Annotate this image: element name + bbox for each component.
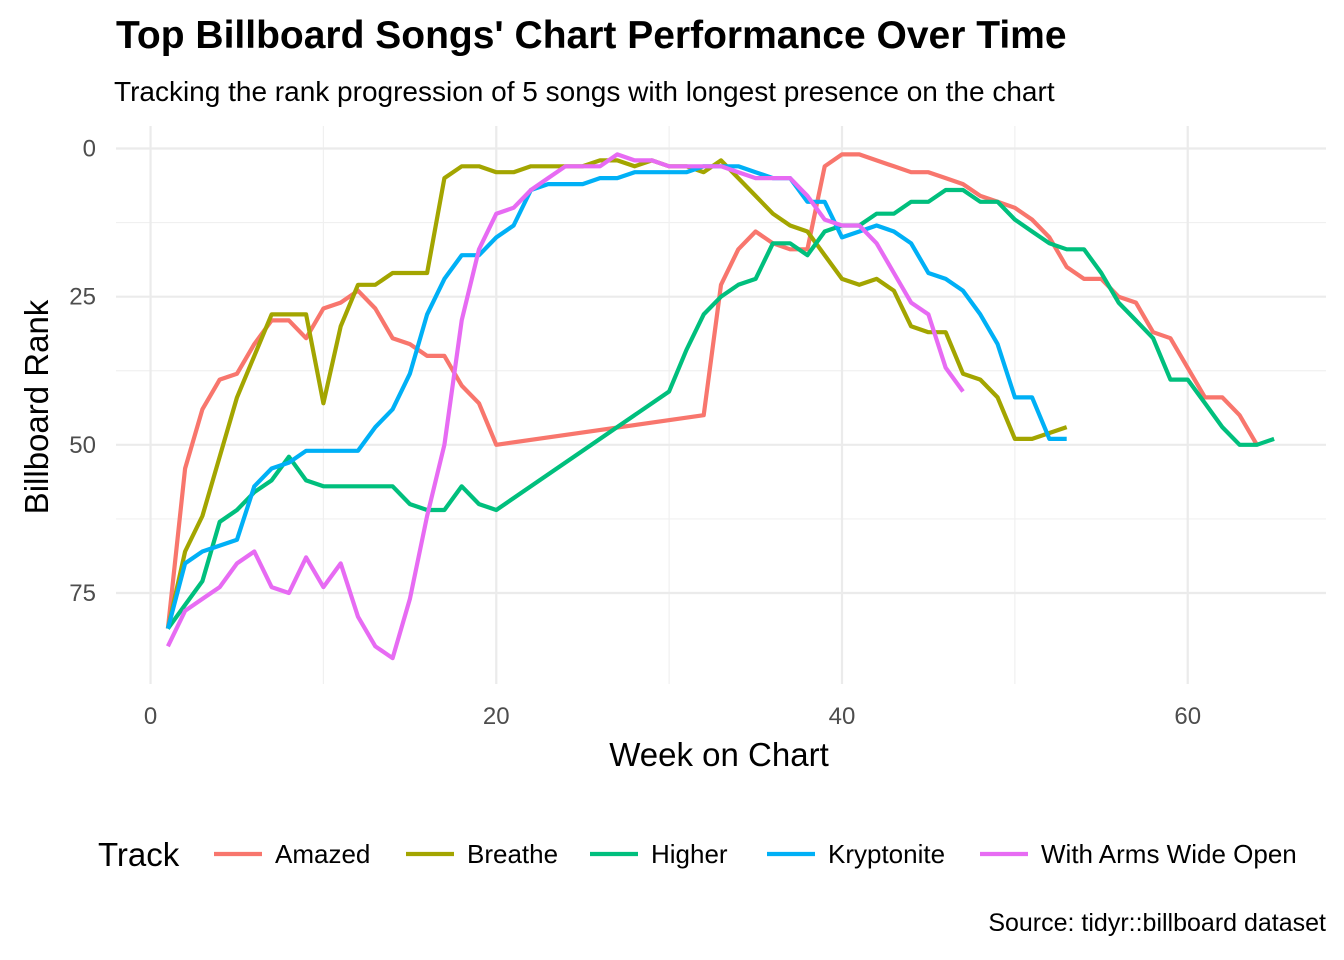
x-tick-label: 60 (1174, 703, 1201, 730)
legend-title: Track (98, 836, 180, 873)
legend: Track Amazed Breathe Higher Kryptonite With … (98, 836, 1297, 873)
y-tick-label: 0 (83, 136, 96, 163)
series-line-higher (166, 187, 1275, 630)
legend-label-with-arms-wide-open: With Arms Wide Open (1041, 839, 1297, 869)
axis-ticks: 0 20 40 60 0 25 50 75 (69, 136, 1201, 731)
legend-label-kryptonite: Kryptonite (828, 839, 945, 869)
major-gridlines (116, 126, 1326, 684)
x-tick-label: 0 (144, 703, 157, 730)
x-tick-label: 20 (483, 703, 510, 730)
series-lines (165, 152, 1275, 661)
chart-subtitle: Tracking the rank progression of 5 songs… (114, 76, 1055, 107)
legend-label-amazed: Amazed (275, 839, 370, 869)
y-tick-label: 25 (69, 284, 96, 311)
minor-gridlines (116, 126, 1326, 684)
legend-label-higher: Higher (651, 839, 728, 869)
series-line-amazed (165, 152, 1259, 629)
x-axis-title: Week on Chart (609, 736, 829, 773)
series-line-breathe (165, 158, 1068, 630)
series-line-kryptonite (165, 164, 1067, 630)
chart-caption: Source: tidyr::billboard dataset (988, 909, 1326, 937)
series-line-with-arms-wide-open (166, 152, 965, 661)
y-tick-label: 75 (69, 580, 96, 607)
y-axis-title: Billboard Rank (18, 299, 55, 514)
x-tick-label: 40 (829, 703, 856, 730)
y-tick-label: 50 (69, 432, 96, 459)
chart-title: Top Billboard Songs' Chart Performance O… (116, 14, 1067, 57)
legend-label-breathe: Breathe (467, 839, 558, 869)
